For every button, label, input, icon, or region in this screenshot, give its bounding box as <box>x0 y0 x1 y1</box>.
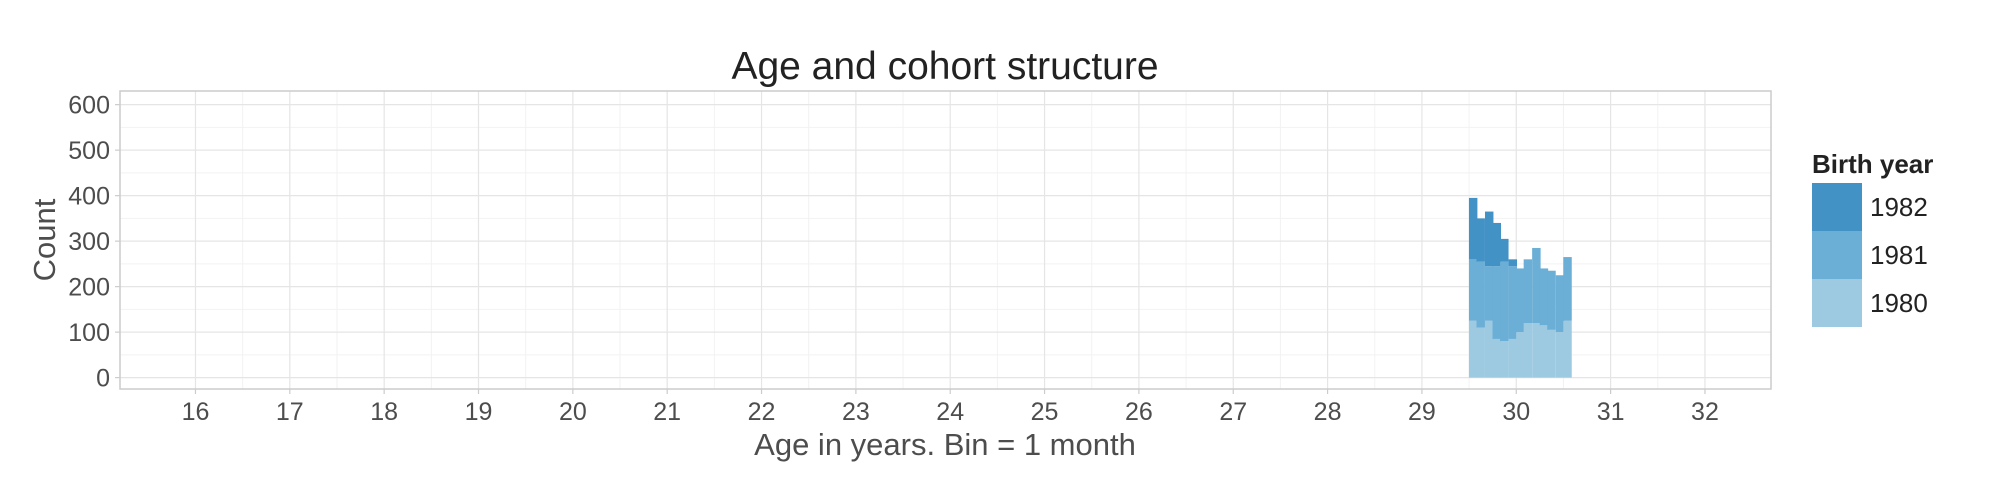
bar-1982 <box>1508 259 1518 267</box>
x-tick-label: 30 <box>1502 398 1530 426</box>
bar-1980 <box>1555 332 1565 378</box>
bar-1980 <box>1492 338 1501 378</box>
x-tick-label: 32 <box>1691 398 1719 426</box>
bar-1981 <box>1547 270 1556 330</box>
bar-1980 <box>1563 320 1572 378</box>
y-tick-label: 500 <box>68 137 110 165</box>
bar-1981 <box>1484 266 1494 321</box>
bar-1980 <box>1532 323 1541 378</box>
bar-1982 <box>1468 197 1478 260</box>
legend-label-1982: 1982 <box>1870 192 1928 222</box>
bar-1982 <box>1476 218 1485 262</box>
bar-1981 <box>1476 261 1485 328</box>
x-tick-label: 25 <box>1031 398 1059 426</box>
y-tick-label: 400 <box>68 183 110 211</box>
x-tick-label: 20 <box>559 398 587 426</box>
x-tick-label: 23 <box>842 398 870 426</box>
x-tick-label: 24 <box>936 398 964 426</box>
x-axis-ticks: 16 17 18 19 20 21 22 23 24 25 26 27 28 29 30 31 32 <box>182 389 1719 426</box>
bar-1981 <box>1468 259 1478 321</box>
bar-1981 <box>1523 259 1533 324</box>
bar-1980 <box>1468 320 1478 378</box>
bar-1980 <box>1500 341 1509 378</box>
bar-1981 <box>1563 257 1572 321</box>
x-tick-label: 31 <box>1597 398 1625 426</box>
x-tick-label: 29 <box>1408 398 1436 426</box>
chart-title: Age and cohort structure <box>731 45 1158 88</box>
plot-border <box>119 90 1772 390</box>
legend-title: Birth year <box>1812 149 1933 179</box>
legend-key-1980 <box>1812 279 1862 327</box>
y-tick-label: 600 <box>68 92 110 120</box>
x-tick-label: 19 <box>465 398 493 426</box>
bar-1980 <box>1547 329 1556 378</box>
bar-1982 <box>1492 222 1501 267</box>
legend-key-1982 <box>1812 183 1862 231</box>
bar-1981 <box>1516 268 1525 333</box>
bar-1980 <box>1516 332 1525 378</box>
bar-1982 <box>1500 238 1509 262</box>
bar-1981 <box>1539 268 1549 326</box>
y-axis-ticks: 0 100 200 300 400 500 600 <box>68 92 120 393</box>
bar-1980 <box>1476 327 1485 378</box>
x-tick-label: 21 <box>653 398 681 426</box>
x-tick-label: 26 <box>1125 398 1153 426</box>
x-tick-label: 16 <box>182 398 210 426</box>
bar-1981 <box>1492 266 1501 339</box>
y-tick-label: 300 <box>68 228 110 256</box>
plot-area <box>119 90 1772 390</box>
x-tick-label: 18 <box>370 398 398 426</box>
legend: Birth year 1982 1981 1980 <box>1812 149 1933 327</box>
bar-1981 <box>1508 266 1518 339</box>
y-tick-label: 200 <box>68 274 110 302</box>
x-tick-label: 22 <box>748 398 776 426</box>
bar-1980 <box>1539 325 1549 378</box>
bar-1981 <box>1555 275 1565 333</box>
bar-1982 <box>1484 211 1494 267</box>
legend-key-1981 <box>1812 231 1862 279</box>
y-tick-label: 100 <box>68 319 110 347</box>
bar-1980 <box>1484 320 1494 378</box>
bar-1981 <box>1500 261 1509 342</box>
x-axis-title: Age in years. Bin = 1 month <box>754 427 1136 462</box>
bar-1980 <box>1523 323 1533 378</box>
y-axis-title: Count <box>27 198 62 281</box>
x-tick-label: 27 <box>1219 398 1247 426</box>
legend-label-1981: 1981 <box>1870 240 1928 270</box>
legend-label-1980: 1980 <box>1870 288 1928 318</box>
x-tick-label: 17 <box>276 398 304 426</box>
bars <box>1468 197 1572 378</box>
bar-1981 <box>1532 247 1541 324</box>
bar-1980 <box>1508 338 1518 378</box>
y-tick-label: 0 <box>96 365 110 393</box>
x-tick-label: 28 <box>1314 398 1342 426</box>
